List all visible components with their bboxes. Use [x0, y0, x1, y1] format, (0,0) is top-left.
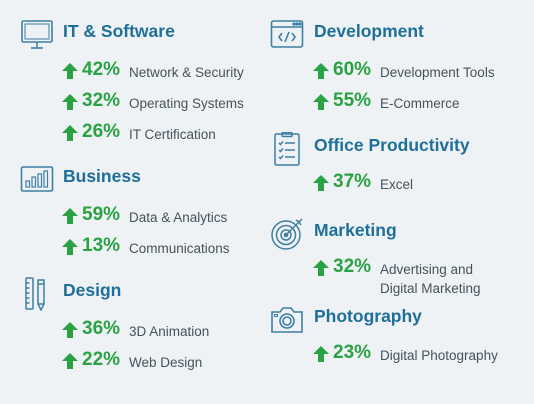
- up-arrow-icon: [62, 94, 78, 110]
- camera-icon: [270, 303, 304, 337]
- category-marketing[interactable]: Marketing 32% Advertising and Digital Ma…: [267, 217, 534, 296]
- stat-percent: 60%: [333, 59, 372, 80]
- category-title: IT & Software: [63, 21, 175, 41]
- ruler-pencil-icon: [20, 277, 54, 311]
- stat-label: IT Certification: [129, 127, 216, 142]
- stat-label: Excel: [380, 177, 414, 192]
- up-arrow-icon: [62, 208, 78, 224]
- stat-label: Network & Security: [129, 65, 244, 80]
- up-arrow-icon: [313, 63, 329, 79]
- stat-percent: 59%: [82, 204, 121, 225]
- stat-percent: 32%: [333, 256, 372, 277]
- stat-label: Development Tools: [380, 65, 495, 80]
- category-photography[interactable]: Photography 23% Digital Photography: [267, 303, 534, 363]
- up-arrow-icon: [62, 125, 78, 141]
- up-arrow-icon: [313, 260, 329, 276]
- stat-percent: 37%: [333, 171, 372, 192]
- stat-percent: 22%: [82, 349, 121, 370]
- category-title: Development: [314, 21, 424, 41]
- category-development[interactable]: Development 60% Development Tools 55% E-…: [267, 18, 534, 111]
- stat-label: Digital Marketing: [380, 281, 481, 296]
- stat-label: Communications: [129, 241, 230, 256]
- category-title: Design: [63, 280, 122, 300]
- up-arrow-icon: [62, 239, 78, 255]
- up-arrow-icon: [62, 353, 78, 369]
- up-arrow-icon: [313, 175, 329, 191]
- category-title: Business: [63, 166, 141, 186]
- stat-percent: 13%: [82, 235, 121, 256]
- stat-percent: 36%: [82, 318, 121, 339]
- category-title: Marketing: [314, 220, 397, 240]
- stat-percent: 55%: [333, 90, 372, 111]
- up-arrow-icon: [313, 346, 329, 362]
- up-arrow-icon: [62, 63, 78, 79]
- stat-label: Data & Analytics: [129, 210, 228, 225]
- stat-label: Web Design: [129, 355, 203, 370]
- stat-percent: 42%: [82, 59, 121, 80]
- up-arrow-icon: [313, 94, 329, 110]
- bar-chart-icon: [20, 163, 54, 197]
- monitor-icon: [20, 18, 54, 52]
- category-office-productivity[interactable]: Office Productivity 37% Excel: [267, 132, 534, 192]
- stat-label: Digital Photography: [380, 348, 498, 363]
- stat-label: 3D Animation: [129, 324, 210, 339]
- code-window-icon: [270, 18, 304, 52]
- up-arrow-icon: [62, 322, 78, 338]
- category-title: Office Productivity: [314, 135, 470, 155]
- stat-percent: 26%: [82, 121, 121, 142]
- stat-percent: 23%: [333, 342, 372, 363]
- category-design[interactable]: Design 36% 3D Animation 22% Web Design: [0, 277, 267, 370]
- stat-percent: 32%: [82, 90, 121, 111]
- category-business[interactable]: Business 59% Data & Analytics 13% Commun…: [0, 163, 267, 256]
- category-it-software[interactable]: IT & Software 42% Network & Security 32%…: [0, 18, 267, 142]
- stat-label: E-Commerce: [380, 96, 460, 111]
- stat-label: Operating Systems: [129, 96, 244, 111]
- stat-label: Advertising and: [380, 262, 474, 277]
- target-icon: [270, 217, 304, 251]
- clipboard-checklist-icon: [270, 132, 304, 166]
- category-title: Photography: [314, 306, 422, 326]
